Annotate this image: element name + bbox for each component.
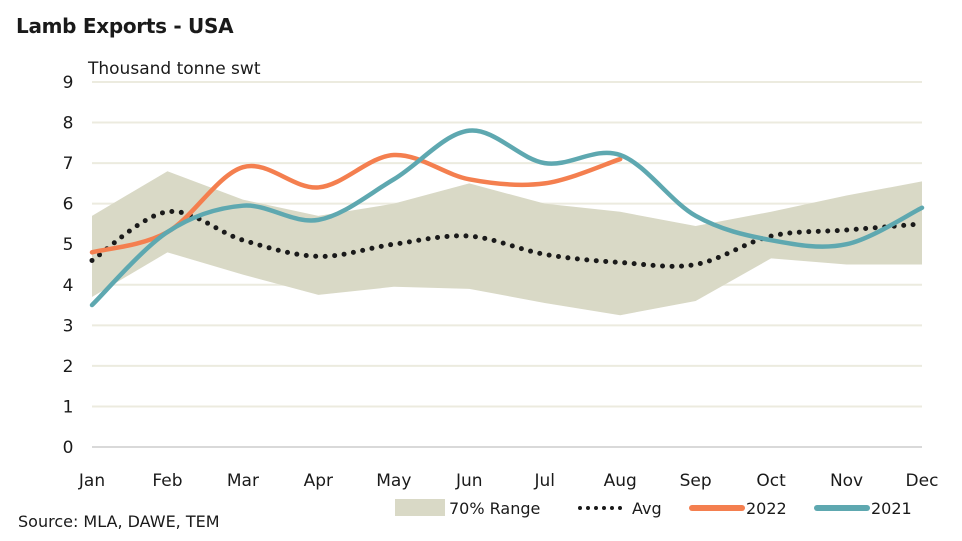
y-tick-label: 9 bbox=[63, 73, 74, 93]
series-line-2021 bbox=[89, 128, 925, 308]
legend-item-70-range: 70% Range bbox=[395, 499, 540, 518]
y-tick-label: 1 bbox=[63, 397, 74, 417]
chart-title: Lamb Exports - USA bbox=[16, 14, 234, 38]
x-tick-label: Mar bbox=[227, 471, 259, 491]
y-tick-label: 5 bbox=[63, 235, 74, 255]
source-note: Source: MLA, DAWE, TEM bbox=[18, 512, 220, 531]
x-tick-label: Aug bbox=[604, 471, 637, 491]
x-tick-label: Jun bbox=[455, 471, 483, 491]
range-band-area bbox=[92, 171, 922, 316]
legend-item-2021: 2021 bbox=[814, 499, 912, 518]
x-tick-label: Dec bbox=[906, 471, 939, 491]
series-lines bbox=[89, 128, 925, 308]
y-axis-unit-label: Thousand tonne swt bbox=[87, 59, 261, 79]
x-axis-ticks: Jan Feb Mar Apr May Jun Jul Aug Sep Oct Nov Dec bbox=[78, 471, 939, 491]
y-axis-ticks: 0 1 2 3 4 5 6 7 8 9 bbox=[63, 73, 74, 458]
x-tick-label: Apr bbox=[304, 471, 333, 491]
legend-label: Avg bbox=[632, 499, 662, 518]
y-tick-label: 0 bbox=[63, 438, 74, 458]
y-tick-label: 7 bbox=[63, 154, 74, 174]
x-tick-label: Nov bbox=[830, 471, 863, 491]
x-tick-label: May bbox=[376, 471, 411, 491]
legend-label: 2022 bbox=[746, 499, 787, 518]
legend-swatch-range bbox=[395, 499, 445, 516]
y-tick-label: 3 bbox=[63, 316, 74, 336]
y-tick-label: 4 bbox=[63, 276, 74, 296]
legend-label: 70% Range bbox=[449, 499, 540, 518]
x-tick-label: Oct bbox=[756, 471, 786, 491]
x-tick-label: Jan bbox=[78, 471, 105, 491]
legend: 70% Range Avg 2022 2021 bbox=[395, 499, 912, 518]
legend-item-2022: 2022 bbox=[689, 499, 787, 518]
x-tick-label: Sep bbox=[680, 471, 712, 491]
y-tick-label: 2 bbox=[63, 357, 74, 377]
y-tick-label: 6 bbox=[63, 195, 74, 215]
range-band bbox=[92, 171, 922, 316]
legend-item-avg: Avg bbox=[578, 499, 662, 518]
legend-label: 2021 bbox=[871, 499, 912, 518]
x-tick-label: Feb bbox=[152, 471, 182, 491]
x-tick-label: Jul bbox=[533, 471, 555, 491]
y-tick-label: 8 bbox=[63, 114, 74, 134]
series-line-avg bbox=[89, 209, 925, 269]
